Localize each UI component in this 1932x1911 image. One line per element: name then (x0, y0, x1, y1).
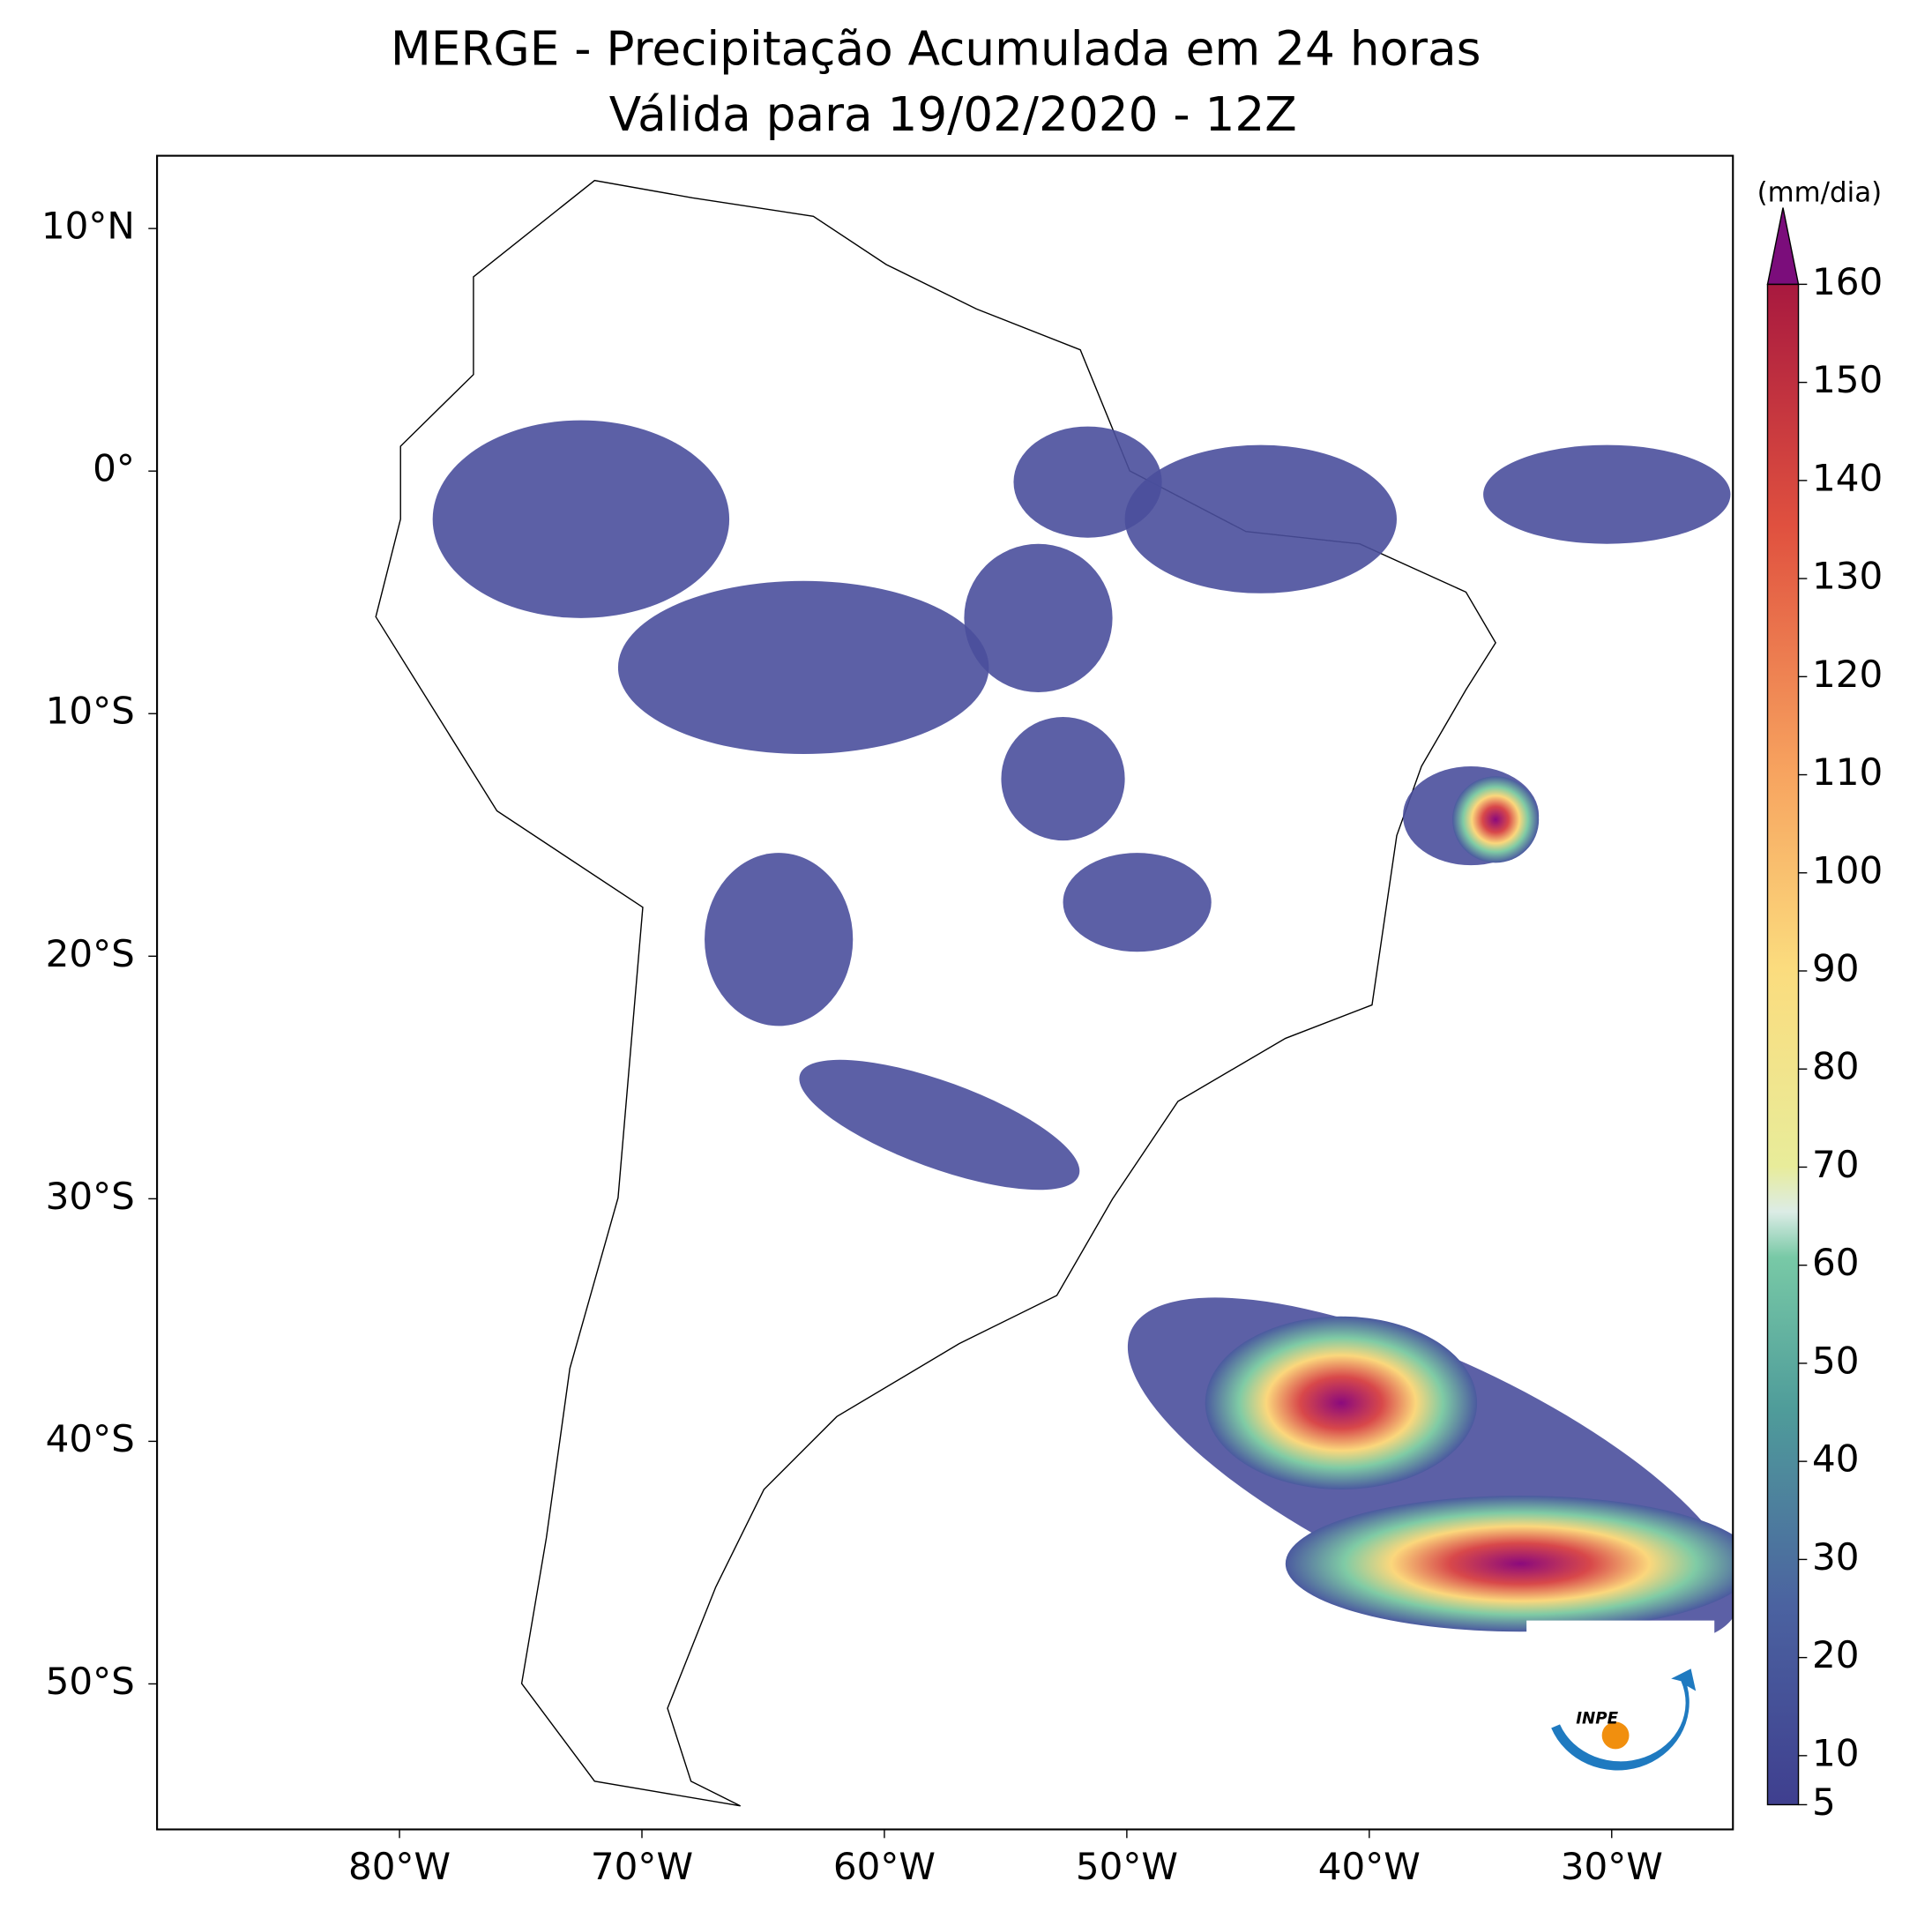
colorbar-tick-label: 70 (1812, 1143, 1860, 1186)
colorbar-tick-label: 80 (1812, 1045, 1860, 1088)
colorbar-tick-label: 50 (1812, 1339, 1860, 1382)
y-tick-label: 0° (93, 447, 135, 490)
colorbar (1766, 283, 1800, 1806)
colorbar-extend (1766, 207, 1800, 286)
colorbar-tick-label: 100 (1812, 848, 1883, 892)
y-tick-label: 10°N (41, 205, 135, 248)
y-tick-label: 10°S (46, 690, 135, 733)
colorbar-unit: (mm/dia) (1757, 177, 1883, 209)
logo-text: INPE (1576, 1710, 1618, 1728)
map-frame (156, 154, 1734, 1831)
x-tick-label: 30°W (1561, 1845, 1663, 1888)
y-tick-label: 50°S (46, 1660, 135, 1703)
logo-arc (1551, 1668, 1697, 1771)
logo-dot (1601, 1721, 1630, 1750)
x-tick-label: 50°W (1076, 1845, 1178, 1888)
title: MERGE - Precipitação Acumulada em 24 hor… (391, 22, 1481, 77)
colorbar-tick-label: 110 (1812, 750, 1883, 794)
colorbar-tick-label: 5 (1812, 1780, 1836, 1824)
colorbar-tick-label: 90 (1812, 946, 1860, 989)
x-tick-label: 40°W (1318, 1845, 1421, 1888)
y-tick-label: 30°S (46, 1175, 135, 1218)
x-tick-label: 60°W (833, 1845, 936, 1888)
subtitle: Válida para 19/02/2020 - 12Z (609, 87, 1297, 142)
precipitation (432, 420, 1734, 1645)
map-area (375, 179, 1734, 1807)
y-tick-label: 40°S (46, 1417, 135, 1460)
colorbar-tick-label: 40 (1812, 1437, 1860, 1481)
colorbar-tick-label: 160 (1812, 260, 1883, 303)
colorbar-tick-label: 30 (1812, 1535, 1860, 1579)
colorbar-tick-label: 60 (1812, 1241, 1860, 1284)
y-tick-label: 20°S (46, 932, 135, 975)
colorbar-tick-label: 150 (1812, 358, 1883, 401)
colorbar-tick-label: 10 (1812, 1731, 1860, 1774)
colorbar-tick-label: 20 (1812, 1633, 1860, 1676)
x-tick-label: 70°W (591, 1845, 693, 1888)
colorbar-tick-label: 140 (1812, 456, 1883, 499)
x-tick-label: 80°W (348, 1845, 451, 1888)
colorbar-tick-label: 130 (1812, 555, 1883, 598)
colorbar-tick-label: 120 (1812, 653, 1883, 696)
logo-box (1526, 1620, 1715, 1806)
